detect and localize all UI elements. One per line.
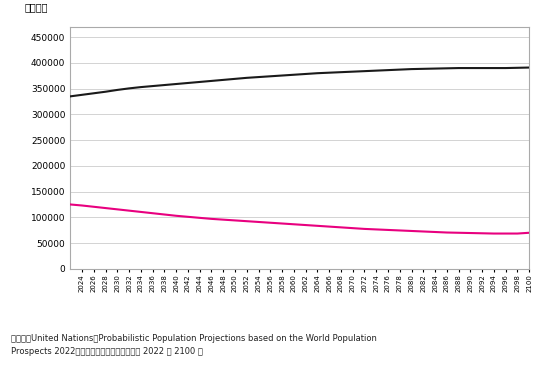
Text: （千人）: （千人） [24, 2, 48, 12]
Text: （出所）United Nations「Probabilistic Population Projections based on the World Popul: （出所）United Nations「Probabilistic Populat… [11, 334, 377, 356]
